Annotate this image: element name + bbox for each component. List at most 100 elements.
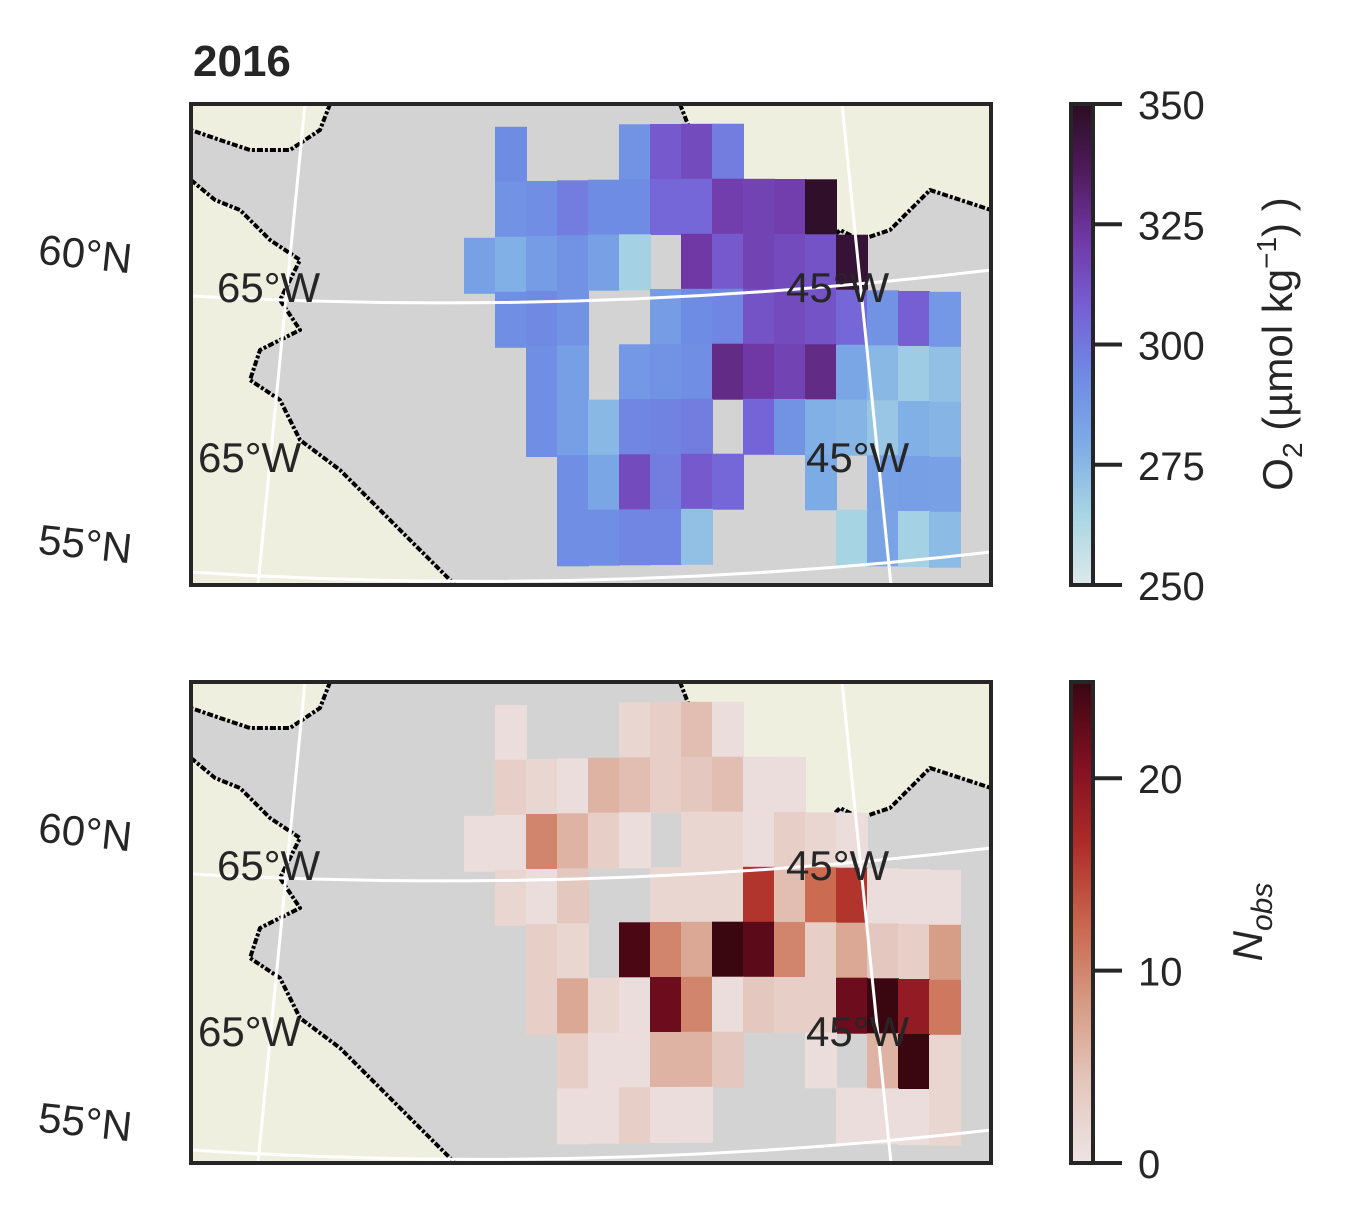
heatmap-cell xyxy=(743,288,775,345)
heatmap-cell xyxy=(619,702,651,759)
heatmap-cell xyxy=(557,978,589,1035)
heatmap-cell xyxy=(712,123,744,180)
heatmap-cell xyxy=(743,343,775,400)
heatmap-cell xyxy=(557,400,589,457)
graticule-55N xyxy=(191,550,991,583)
heatmap-cell xyxy=(526,401,558,457)
heatmap-cell xyxy=(681,233,713,290)
nobs-colorbar: 0 10 20 Nobs xyxy=(1069,680,1279,1187)
heatmap-cell xyxy=(619,509,651,566)
heatmap-cell xyxy=(743,921,775,978)
graticule-45W xyxy=(840,104,893,585)
heatmap-cell xyxy=(681,921,713,978)
colorbar-tick-label: 10 xyxy=(1138,951,1183,995)
heatmap-cell xyxy=(557,180,589,237)
heatmap-cell xyxy=(526,814,558,870)
nobs-colorbar-ticks: 0 10 20 xyxy=(1093,758,1183,1187)
heatmap-cell xyxy=(898,346,930,402)
heatmap-cell xyxy=(557,868,589,925)
heatmap-cell xyxy=(495,126,527,183)
heatmap-cell xyxy=(650,757,682,813)
heatmap-cell xyxy=(526,181,558,237)
baffin-land xyxy=(191,682,330,728)
heatmap-cell xyxy=(557,813,589,870)
heatmap-cell xyxy=(774,399,806,455)
heatmap-cell xyxy=(774,234,806,290)
heatmap-cell xyxy=(619,1087,651,1144)
o2-colorbar: 250 275 300 325 350 O2 (µmol kg−1) ) xyxy=(1069,84,1308,609)
heatmap-cell xyxy=(557,1088,589,1145)
heatmap-cell xyxy=(526,759,558,815)
heatmap-cell xyxy=(929,979,961,1036)
heatmap-cell xyxy=(619,977,651,1034)
heatmap-cell xyxy=(619,179,651,236)
heatmap-cell xyxy=(557,510,589,567)
heatmap-cell xyxy=(898,869,930,925)
heatmap-cell xyxy=(650,179,682,235)
heatmap-cell xyxy=(929,869,961,926)
heatmap-cell xyxy=(619,399,651,456)
heatmap-cell xyxy=(805,977,837,1034)
heatmap-cell xyxy=(650,454,682,510)
heatmap-cell xyxy=(898,456,930,512)
heatmap-cell xyxy=(774,867,806,923)
heatmap-cell xyxy=(712,178,744,235)
heatmap-cell xyxy=(588,399,620,456)
lon-label-65w-upper: 65°W xyxy=(217,842,321,889)
baffin-coastline xyxy=(191,104,332,152)
heatmap-cell xyxy=(929,291,961,348)
labrador-land xyxy=(191,758,455,1163)
graticule-65W xyxy=(256,104,307,585)
heatmap-cell xyxy=(712,288,744,345)
o2-map-panel: 60°N 55°N 65°W 65°W 45°W 45°W xyxy=(36,102,993,587)
heatmap-cell xyxy=(526,291,558,347)
colorbar-tick-label: 325 xyxy=(1138,204,1205,248)
heatmap-cell xyxy=(712,343,744,400)
heatmap-cell xyxy=(774,922,806,978)
heatmap-cell xyxy=(836,234,868,291)
heatmap-cell xyxy=(836,399,868,456)
lon-label-45w-lower: 45°W xyxy=(806,434,910,481)
heatmap-cell xyxy=(464,815,496,872)
heatmap-cell xyxy=(867,290,899,347)
heatmap-cell xyxy=(898,979,930,1035)
heatmap-cell xyxy=(588,757,620,814)
heatmap-cell xyxy=(681,453,713,510)
heatmap-cell xyxy=(650,124,682,180)
labrador-coastline xyxy=(191,756,458,1163)
heatmap-cell xyxy=(588,977,620,1034)
heatmap-cell xyxy=(929,924,961,981)
heatmap-cell xyxy=(681,398,713,455)
heatmap-cell xyxy=(743,178,775,235)
heatmap-cell xyxy=(774,757,806,813)
heatmap-cell xyxy=(929,346,961,403)
heatmap-cell xyxy=(495,181,527,238)
heatmap-cell xyxy=(898,291,930,347)
heatmap-cell xyxy=(898,924,930,980)
lat-label-55n: 55°N xyxy=(36,1094,134,1151)
heatmap-cell xyxy=(619,454,651,511)
heatmap-cell xyxy=(557,345,589,402)
heatmap-cell xyxy=(805,812,837,869)
heatmap-cell xyxy=(805,289,837,346)
heatmap-cell xyxy=(681,288,713,345)
heatmap-cell xyxy=(743,233,775,290)
heatmap-cell xyxy=(588,179,620,236)
lon-label-45w-upper: 45°W xyxy=(786,842,890,889)
heatmap-cell xyxy=(712,233,744,290)
heatmap-cell xyxy=(743,398,775,455)
colorbar-tick-label: 275 xyxy=(1138,445,1205,489)
heatmap-cell xyxy=(650,1087,682,1143)
baffin-coastline xyxy=(191,682,332,730)
lon-label-65w-lower: 65°W xyxy=(198,434,302,481)
heatmap-cell xyxy=(681,866,713,923)
heatmap-cell xyxy=(712,866,744,923)
heatmap-cell xyxy=(650,977,682,1033)
heatmap-cell xyxy=(743,866,775,923)
graticule-55N xyxy=(191,1128,991,1161)
colorbar-tick-label: 300 xyxy=(1138,325,1205,369)
map-frame xyxy=(189,102,993,587)
heatmap-cell xyxy=(712,811,744,868)
heatmap-cell xyxy=(681,1086,713,1143)
o2-colorbar-label: O2 (µmol kg−1) ) xyxy=(1251,197,1308,490)
